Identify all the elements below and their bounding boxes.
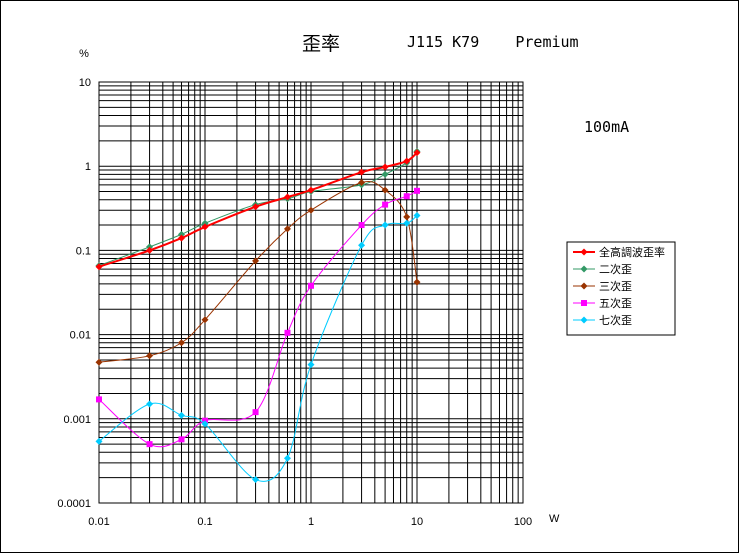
data-point: [413, 278, 421, 286]
data-point: [201, 316, 209, 324]
data-point: [177, 339, 185, 347]
x-tick-label: 10: [411, 516, 423, 528]
data-point: [201, 420, 209, 428]
legend-label: 五次歪: [599, 296, 632, 310]
data-point: [403, 193, 410, 200]
data-point: [358, 168, 366, 176]
data-point: [381, 170, 389, 178]
series-line: [98, 190, 418, 448]
data-point: [252, 203, 260, 211]
legend-swatch-marker: [580, 265, 588, 273]
data-point: [201, 219, 209, 227]
legend-swatch-marker: [581, 300, 587, 306]
data-point: [95, 358, 103, 366]
data-point: [403, 157, 411, 165]
series-line: [98, 215, 418, 482]
data-point: [95, 263, 103, 271]
y-axis-unit-label: %: [79, 48, 89, 60]
y-tick-label: 0.0001: [57, 498, 91, 510]
legend-label: 全高調波歪率: [599, 245, 665, 259]
legend-swatch-marker: [580, 248, 588, 256]
x-axis-unit-label: W: [549, 513, 560, 525]
data-point: [358, 241, 366, 249]
data-point: [284, 329, 291, 336]
y-tick-label: 0.1: [76, 245, 91, 257]
data-point: [177, 411, 185, 419]
x-tick-label: 1: [308, 516, 314, 528]
data-point: [308, 282, 314, 289]
data-point: [146, 441, 153, 448]
data-point: [403, 219, 411, 227]
legend-swatch-marker: [580, 316, 588, 324]
data-point: [283, 193, 291, 201]
data-point: [178, 436, 185, 443]
series-line: [98, 151, 418, 267]
current-annotation: 100mA: [584, 118, 629, 136]
x-tick-label: 0.01: [88, 516, 109, 528]
y-tick-label: 0.01: [70, 330, 91, 342]
data-point: [381, 186, 389, 194]
data-point: [358, 179, 366, 187]
data-point: [307, 361, 315, 369]
data-point: [177, 230, 185, 238]
plot-border: [98, 81, 524, 504]
y-tick-label: 10: [79, 77, 91, 89]
plot-area: 0.01 0.1 1 10 100 0.0001 0.001 0.01 0.1 1 10: [57, 77, 532, 528]
data-point: [96, 396, 102, 403]
data-point: [414, 187, 420, 194]
data-point: [403, 213, 411, 221]
y-tick-label: 1: [85, 161, 91, 173]
chart-subtitle: J115 K79 Premium: [407, 33, 579, 51]
data-point: [283, 454, 291, 462]
y-tick-label: 0.001: [63, 414, 91, 426]
x-tick-label: 0.1: [197, 516, 212, 528]
x-tick-label: 100: [514, 516, 532, 528]
legend-label: 七次歪: [599, 313, 632, 327]
data-point: [307, 206, 315, 214]
data-point: [146, 246, 154, 254]
data-point: [201, 223, 209, 231]
data-point: [381, 221, 389, 229]
data-point: [413, 149, 421, 157]
data-point: [283, 225, 291, 233]
data-point: [382, 201, 389, 208]
data-point: [146, 352, 154, 360]
data-point: [252, 409, 259, 416]
data-point: [146, 400, 154, 408]
data-point: [252, 257, 260, 265]
data-point: [358, 222, 365, 229]
legend-label: 二次歪: [599, 262, 632, 276]
legend-label: 三次歪: [599, 279, 632, 293]
data-point: [307, 186, 315, 194]
data-point: [381, 163, 389, 171]
legend-swatch-marker: [580, 282, 588, 290]
chart-title: 歪率: [302, 33, 340, 55]
data-point: [177, 234, 185, 242]
data-point: [413, 211, 421, 219]
data-point: [95, 437, 103, 445]
data-point: [252, 476, 260, 484]
